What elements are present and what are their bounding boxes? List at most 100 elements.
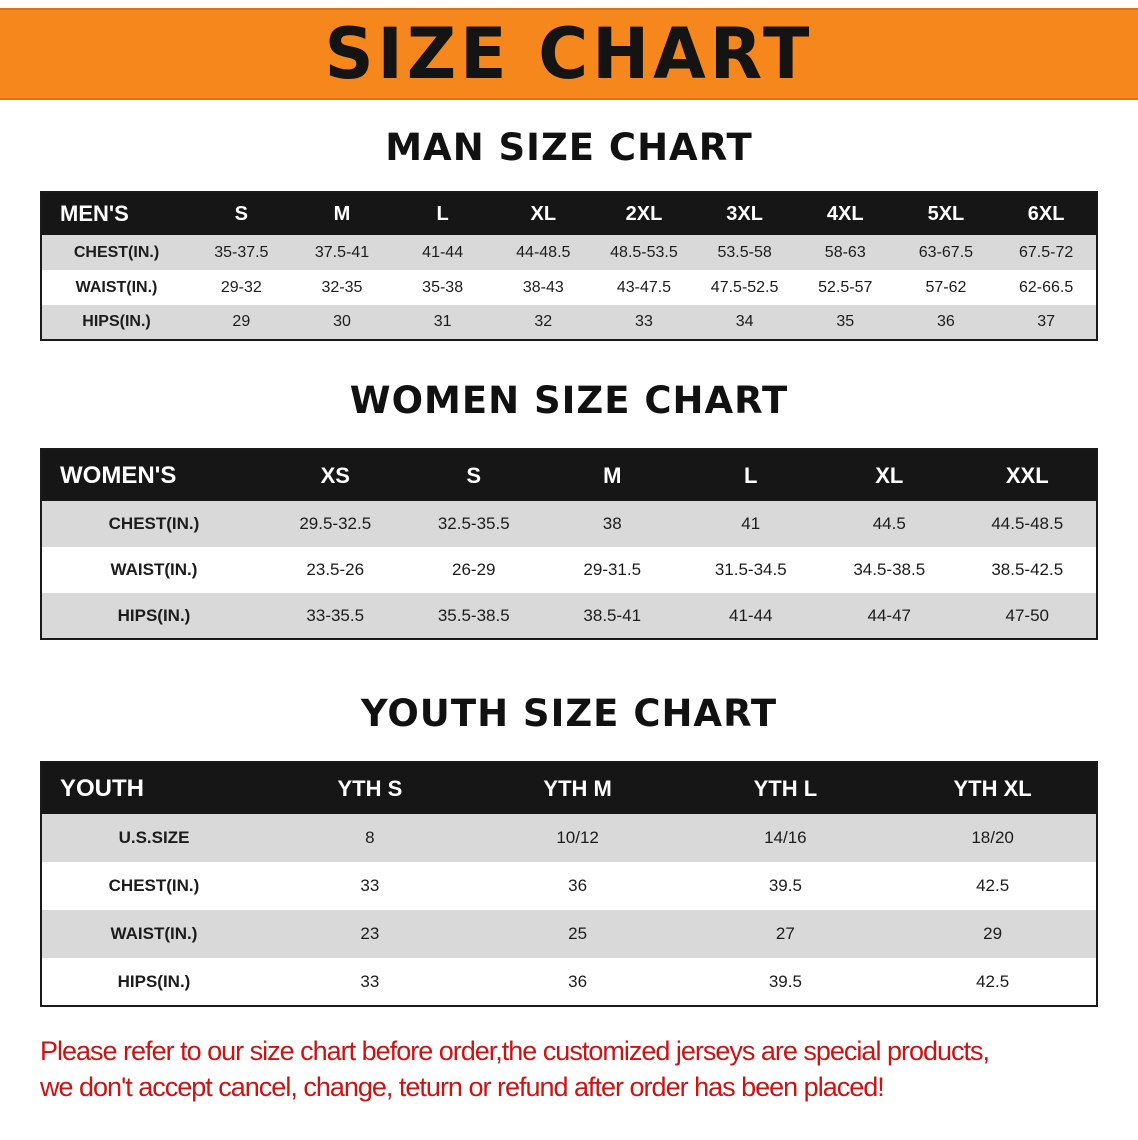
banner: SIZE CHART — [0, 8, 1138, 100]
size-value-cell: 57-62 — [925, 278, 967, 296]
size-header-cell: S — [191, 192, 292, 235]
row-label-cell: HIPS(IN.) — [82, 313, 151, 330]
header-row: WOMEN'S XS S M L XL XXL — [41, 449, 1097, 501]
size-value-cell: 39.5 — [768, 876, 802, 895]
size-value-cell: 23 — [360, 924, 380, 943]
table-title-cell: WOMEN'S — [41, 449, 266, 501]
size-header-cell: YTH L — [681, 762, 890, 814]
size-value-cell: 44-48.5 — [516, 243, 571, 261]
women-size-table: WOMEN'S XS S M L XL XXL CHEST(IN.) 29.5-32.5 32.5… — [40, 448, 1098, 640]
row-label-cell: HIPS(IN.) — [117, 971, 191, 991]
header-row: MEN'S S M L XL 2XL 3XL 4XL 5XL 6XL — [41, 192, 1097, 235]
size-value-cell: 14/16 — [764, 828, 807, 847]
table-row: HIPS(IN.) 33 36 39.5 42.5 — [41, 958, 1097, 1006]
size-value-cell: 38-43 — [522, 278, 564, 296]
size-header-cell: YTH XL — [889, 762, 1097, 814]
row-label-cell: WAIST(IN.) — [75, 278, 158, 296]
table-row: CHEST(IN.) 33 36 39.5 42.5 — [41, 862, 1097, 910]
size-header-cell: XS — [266, 449, 405, 501]
size-value-cell: 29-31.5 — [583, 560, 642, 579]
table-title-cell: YOUTH — [41, 762, 266, 814]
size-value-cell: 47.5-52.5 — [710, 278, 779, 296]
order-policy-note: Please refer to our size chart before or… — [40, 1033, 1100, 1106]
size-value-cell: 36 — [937, 313, 955, 330]
size-header-cell: 4XL — [794, 192, 896, 235]
women-size-chart-section: WOMEN SIZE CHART WOMEN'S XS S M L XL XXL CHEST(… — [0, 379, 1138, 640]
size-value-cell: 53.5-58 — [717, 243, 772, 261]
size-header-cell: L — [392, 192, 493, 235]
size-value-cell: 27 — [775, 924, 795, 943]
row-label-cell: CHEST(IN.) — [108, 514, 200, 533]
table-row: WAIST(IN.) 29-32 32-35 35-38 38-43 43-47.5 47.… — [41, 270, 1097, 305]
size-value-cell: 47-50 — [1005, 605, 1049, 625]
size-value-cell: 30 — [333, 313, 351, 330]
size-chart-page: SIZE CHART MAN SIZE CHART MEN'S S M L XL 2XL 3… — [0, 8, 1138, 1140]
size-value-cell: 23.5-26 — [306, 560, 365, 579]
size-value-cell: 34 — [735, 313, 754, 330]
size-header-cell: XXL — [958, 449, 1097, 501]
size-header-cell: 6XL — [996, 192, 1097, 235]
size-value-cell: 63-67.5 — [918, 243, 974, 261]
size-header-cell: 2XL — [593, 192, 695, 235]
size-header-cell: M — [543, 449, 682, 501]
youth-section-heading: YOUTH SIZE CHART — [360, 692, 778, 735]
header-row: YOUTH YTH S YTH M YTH L YTH XL — [41, 762, 1097, 814]
size-header-cell: YTH S — [266, 762, 474, 814]
table-row: HIPS(IN.) 33-35.5 35.5-38.5 38.5-41 41-44 44-… — [41, 593, 1097, 639]
size-value-cell: 42.5 — [976, 971, 1010, 991]
size-value-cell: 35-37.5 — [214, 243, 269, 261]
size-header-cell: 5XL — [895, 192, 997, 235]
size-header-cell: M — [291, 192, 393, 235]
size-value-cell: 52.5-57 — [818, 278, 873, 296]
banner-title: SIZE CHART — [324, 12, 814, 96]
table-row: CHEST(IN.) 29.5-32.5 32.5-35.5 38 41 44.5 44.5… — [41, 501, 1097, 547]
size-value-cell: 36 — [568, 876, 588, 895]
size-header-cell: L — [681, 449, 820, 501]
size-value-cell: 33 — [635, 313, 653, 330]
size-value-cell: 48.5-53.5 — [610, 243, 678, 261]
table-row: HIPS(IN.) 29 30 31 32 33 34 35 36 37 — [41, 305, 1097, 340]
size-value-cell: 31 — [433, 313, 452, 330]
size-value-cell: 44.5-48.5 — [991, 514, 1064, 533]
row-label-cell: CHEST(IN.) — [108, 876, 200, 895]
table-row: CHEST(IN.) 35-37.5 37.5-41 41-44 44-48.5 48.5… — [41, 235, 1097, 270]
size-value-cell: 67.5-72 — [1018, 243, 1074, 261]
size-value-cell: 31.5-34.5 — [714, 560, 787, 579]
size-header-cell: XL — [820, 449, 959, 501]
youth-size-chart-section: YOUTH SIZE CHART YOUTH YTH S YTH M YTH L YTH… — [0, 692, 1138, 1007]
size-value-cell: 29 — [232, 313, 251, 330]
size-value-cell: 33-35.5 — [306, 605, 365, 625]
size-header-cell: 3XL — [694, 192, 795, 235]
size-header-cell: XL — [492, 192, 594, 235]
row-label-cell: HIPS(IN.) — [117, 605, 191, 625]
size-value-cell: 32-35 — [321, 278, 363, 296]
size-value-cell: 34.5-38.5 — [853, 560, 926, 579]
order-policy-line-1: Please refer to our size chart before or… — [40, 1036, 990, 1066]
women-section-heading: WOMEN SIZE CHART — [349, 379, 789, 422]
size-value-cell: 25 — [568, 924, 588, 943]
size-value-cell: 38.5-42.5 — [991, 560, 1064, 579]
youth-size-table: YOUTH YTH S YTH M YTH L YTH XL U.S.SIZE 8 10/12… — [40, 761, 1098, 1007]
men-section-heading: MAN SIZE CHART — [385, 126, 753, 169]
row-label-cell: WAIST(IN.) — [110, 924, 198, 943]
size-value-cell: 58-63 — [824, 243, 866, 261]
size-value-cell: 38 — [602, 514, 622, 533]
size-value-cell: 44-47 — [867, 605, 911, 625]
size-value-cell: 41-44 — [729, 605, 773, 625]
size-value-cell: 43-47.5 — [616, 278, 672, 296]
size-value-cell: 38.5-41 — [583, 605, 642, 625]
size-value-cell: 29 — [983, 924, 1003, 943]
size-value-cell: 32 — [534, 313, 553, 330]
men-size-chart-section: MAN SIZE CHART MEN'S S M L XL 2XL 3XL 4XL 5XL 6XL… — [0, 126, 1138, 341]
size-header-cell: YTH M — [473, 762, 682, 814]
size-value-cell: 32.5-35.5 — [437, 514, 510, 533]
size-value-cell: 26-29 — [452, 560, 496, 579]
size-value-cell: 18/20 — [971, 828, 1014, 847]
size-value-cell: 42.5 — [976, 876, 1010, 895]
size-value-cell: 41-44 — [422, 243, 464, 261]
size-header-cell: S — [404, 449, 543, 501]
size-value-cell: 35-38 — [422, 278, 464, 296]
row-label-cell: CHEST(IN.) — [73, 243, 160, 261]
size-value-cell: 36 — [568, 971, 588, 991]
size-value-cell: 37.5-41 — [314, 243, 370, 261]
